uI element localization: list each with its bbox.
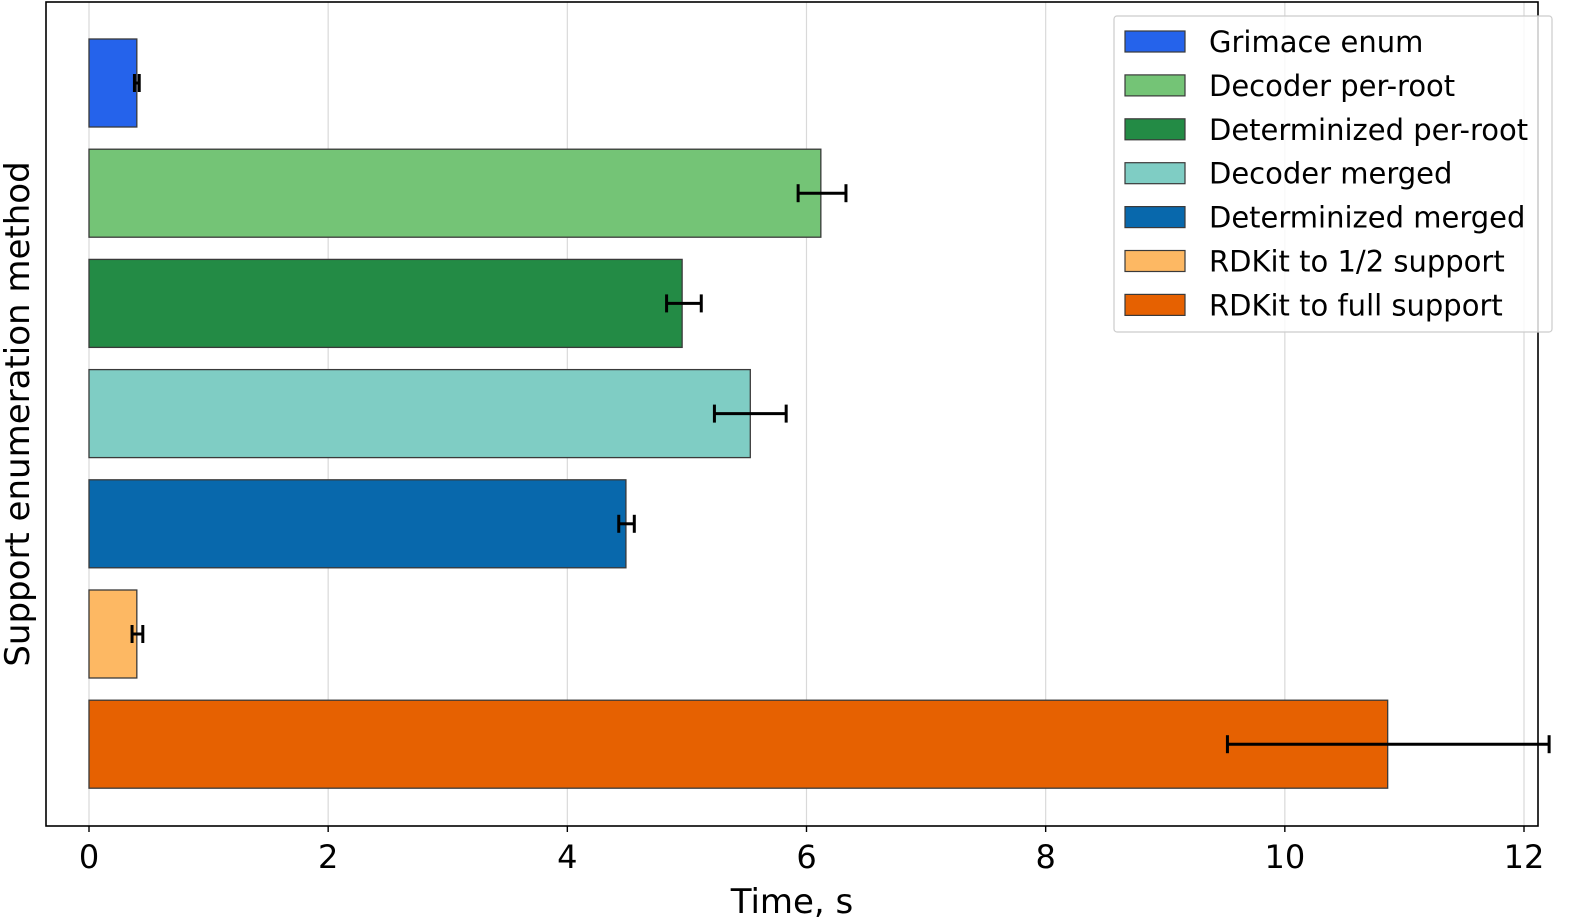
x-axis-label: Time, s (730, 882, 854, 922)
error-bar (1225, 735, 1551, 754)
legend-label: Determinized merged (1209, 201, 1525, 235)
legend-label: RDKit to full support (1209, 288, 1503, 322)
error-bar (796, 184, 848, 203)
legend-swatch (1124, 162, 1186, 185)
legend-swatch (1124, 293, 1186, 316)
legend-item: RDKit to 1/2 support (1124, 245, 1505, 279)
x-tick-label: 6 (796, 838, 816, 876)
legend-swatch (1124, 118, 1186, 141)
y-axis-label: Support enumeration method (0, 161, 38, 666)
bar (88, 368, 751, 459)
legend-item: Decoder per-root (1124, 69, 1455, 103)
legend-label: Grimace enum (1209, 25, 1423, 59)
legend-item: RDKit to full support (1124, 288, 1503, 322)
plot-frame (45, 1, 1539, 827)
bar (88, 148, 822, 238)
x-tick-label: 4 (557, 838, 577, 876)
legend-label: Decoder merged (1209, 157, 1452, 191)
bar (88, 589, 138, 679)
legend-swatch (1124, 206, 1186, 229)
legend-item: Decoder merged (1124, 157, 1452, 191)
legend-item: Grimace enum (1124, 25, 1423, 59)
legend: Grimace enum Decoder per-root Determinized… (1113, 15, 1553, 333)
error-bar (132, 74, 141, 92)
legend-label: Decoder per-root (1209, 69, 1455, 103)
x-ticks: 0 2 4 6 8 10 12 (79, 826, 1545, 876)
bars (88, 38, 1389, 789)
legend-label: Determinized per-root (1209, 113, 1528, 147)
x-tick-label: 10 (1264, 838, 1305, 876)
legend-swatch (1124, 74, 1186, 97)
x-tick-label: 12 (1504, 838, 1545, 876)
legend-swatch (1124, 30, 1186, 53)
bar (88, 479, 627, 569)
bar (88, 38, 138, 128)
error-bars (130, 74, 1551, 754)
legend-box (1113, 15, 1553, 333)
bar (88, 699, 1389, 789)
x-tick-label: 0 (79, 838, 99, 876)
error-bar (665, 294, 703, 313)
legend-swatch (1124, 249, 1186, 273)
error-bar (712, 404, 788, 423)
x-tick-label: 8 (1035, 838, 1055, 876)
x-tick-label: 2 (318, 838, 338, 876)
legend-item: Determinized per-root (1124, 113, 1528, 147)
bar (88, 258, 683, 349)
legend-label: RDKit to 1/2 support (1209, 245, 1505, 279)
error-bar (130, 625, 145, 643)
error-bar (617, 514, 636, 533)
legend-item: Determinized merged (1124, 201, 1525, 235)
